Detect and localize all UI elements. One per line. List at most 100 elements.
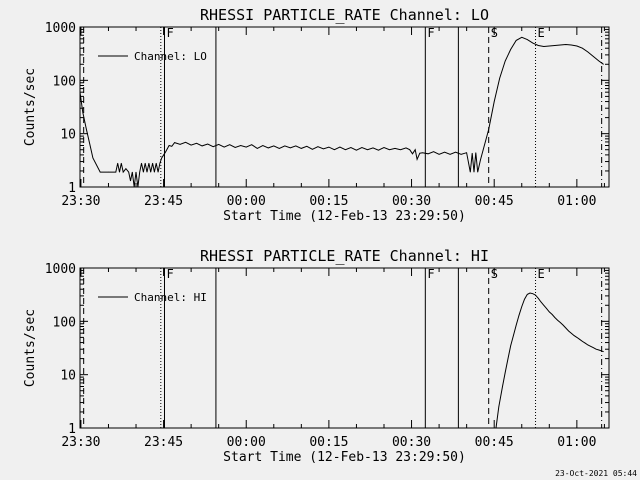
series-point <box>579 339 580 340</box>
series-point <box>527 294 528 295</box>
series-point <box>121 162 122 164</box>
series-point <box>557 319 558 321</box>
series-point <box>571 44 572 46</box>
chart-panel: RHESSI PARTICLE_RATE Channel: HI 1 10 100 10… <box>23 247 610 465</box>
series-point <box>560 44 561 46</box>
series-point <box>582 341 583 342</box>
series-point <box>405 147 407 149</box>
series-point <box>171 146 173 147</box>
series-point <box>565 327 567 329</box>
series-point <box>279 148 280 149</box>
series-point <box>543 305 545 306</box>
x-tick-label: 01:00 <box>557 194 596 209</box>
series-point <box>174 142 175 143</box>
series-point <box>475 152 477 153</box>
series-point <box>108 171 109 173</box>
series-point <box>493 101 495 102</box>
series-line <box>495 292 604 429</box>
series-point <box>334 149 335 150</box>
series-point <box>119 171 120 173</box>
series-point <box>312 149 313 150</box>
series-point <box>157 171 159 173</box>
event-marker-label: F <box>166 267 173 281</box>
series-point <box>507 358 509 359</box>
series-point <box>576 337 578 338</box>
y-axis-label: Counts/sec <box>23 68 38 146</box>
series-point <box>245 146 247 148</box>
series-point <box>433 151 434 152</box>
series-point <box>86 129 87 130</box>
event-marker-label: F <box>427 267 434 281</box>
series-point <box>394 148 396 149</box>
series-point <box>587 344 589 346</box>
plot-frame <box>79 267 610 429</box>
x-tick-label: 00:45 <box>475 194 514 209</box>
series-point <box>416 159 418 160</box>
series-point <box>159 162 161 164</box>
series-point <box>480 159 481 161</box>
event-marker-label: F <box>166 26 173 40</box>
series-point <box>139 171 140 173</box>
series-point <box>562 324 564 326</box>
event-marker-label: S <box>491 26 498 40</box>
y-tick-label: 10 <box>60 369 76 384</box>
series-point <box>323 148 324 150</box>
series-point <box>143 171 144 173</box>
series-point <box>554 317 556 318</box>
x-tick-label: 00:00 <box>227 194 266 209</box>
series-point <box>328 146 330 148</box>
series-point <box>137 186 139 188</box>
chart-title: RHESSI PARTICLE_RATE Channel: LO <box>200 6 489 24</box>
series-point <box>565 44 567 45</box>
series-point <box>251 144 252 145</box>
series-point <box>234 147 236 148</box>
series-point <box>155 162 157 164</box>
series-point <box>82 112 84 113</box>
series-point <box>301 148 302 149</box>
series-point <box>568 330 569 332</box>
series-point <box>115 171 117 173</box>
plot-timestamp: 23-Oct-2021 05:44 <box>555 469 637 478</box>
series-point <box>466 152 467 153</box>
series-point <box>422 152 423 153</box>
series-point <box>582 47 583 49</box>
series-point <box>141 162 142 164</box>
series-point <box>521 306 523 307</box>
event-marker-label: F <box>427 26 434 40</box>
series-point <box>540 301 542 303</box>
series-point <box>290 147 291 149</box>
series-point <box>515 40 517 41</box>
series-point <box>449 154 451 155</box>
series-point <box>438 154 440 155</box>
series-point <box>427 153 429 155</box>
series-point <box>576 45 578 47</box>
series-point <box>148 162 150 164</box>
series-point <box>400 149 401 150</box>
series-point <box>378 149 379 151</box>
series-point <box>218 144 219 145</box>
series-point <box>546 308 547 309</box>
series-point <box>179 144 181 145</box>
series-point <box>551 314 553 315</box>
series-point <box>99 171 101 173</box>
legend-label: Channel: HI <box>134 291 207 304</box>
series-point <box>499 77 501 79</box>
event-marker-label: E <box>538 26 545 40</box>
series-point <box>133 186 135 188</box>
series-point <box>521 37 523 38</box>
x-tick-label: 00:30 <box>392 435 431 450</box>
series-point <box>560 322 561 323</box>
series-point <box>595 348 597 350</box>
event-marker-label: S <box>491 267 498 281</box>
series-point <box>306 146 308 147</box>
event-marker-label: E <box>538 267 545 281</box>
series-point <box>161 157 162 159</box>
series-point <box>549 311 550 313</box>
y-tick-label: 1000 <box>45 262 76 277</box>
plot-frame <box>79 26 610 188</box>
y-tick-label: 100 <box>53 315 76 330</box>
series-point <box>538 298 539 299</box>
series-point <box>268 147 269 149</box>
series-point <box>471 152 473 154</box>
